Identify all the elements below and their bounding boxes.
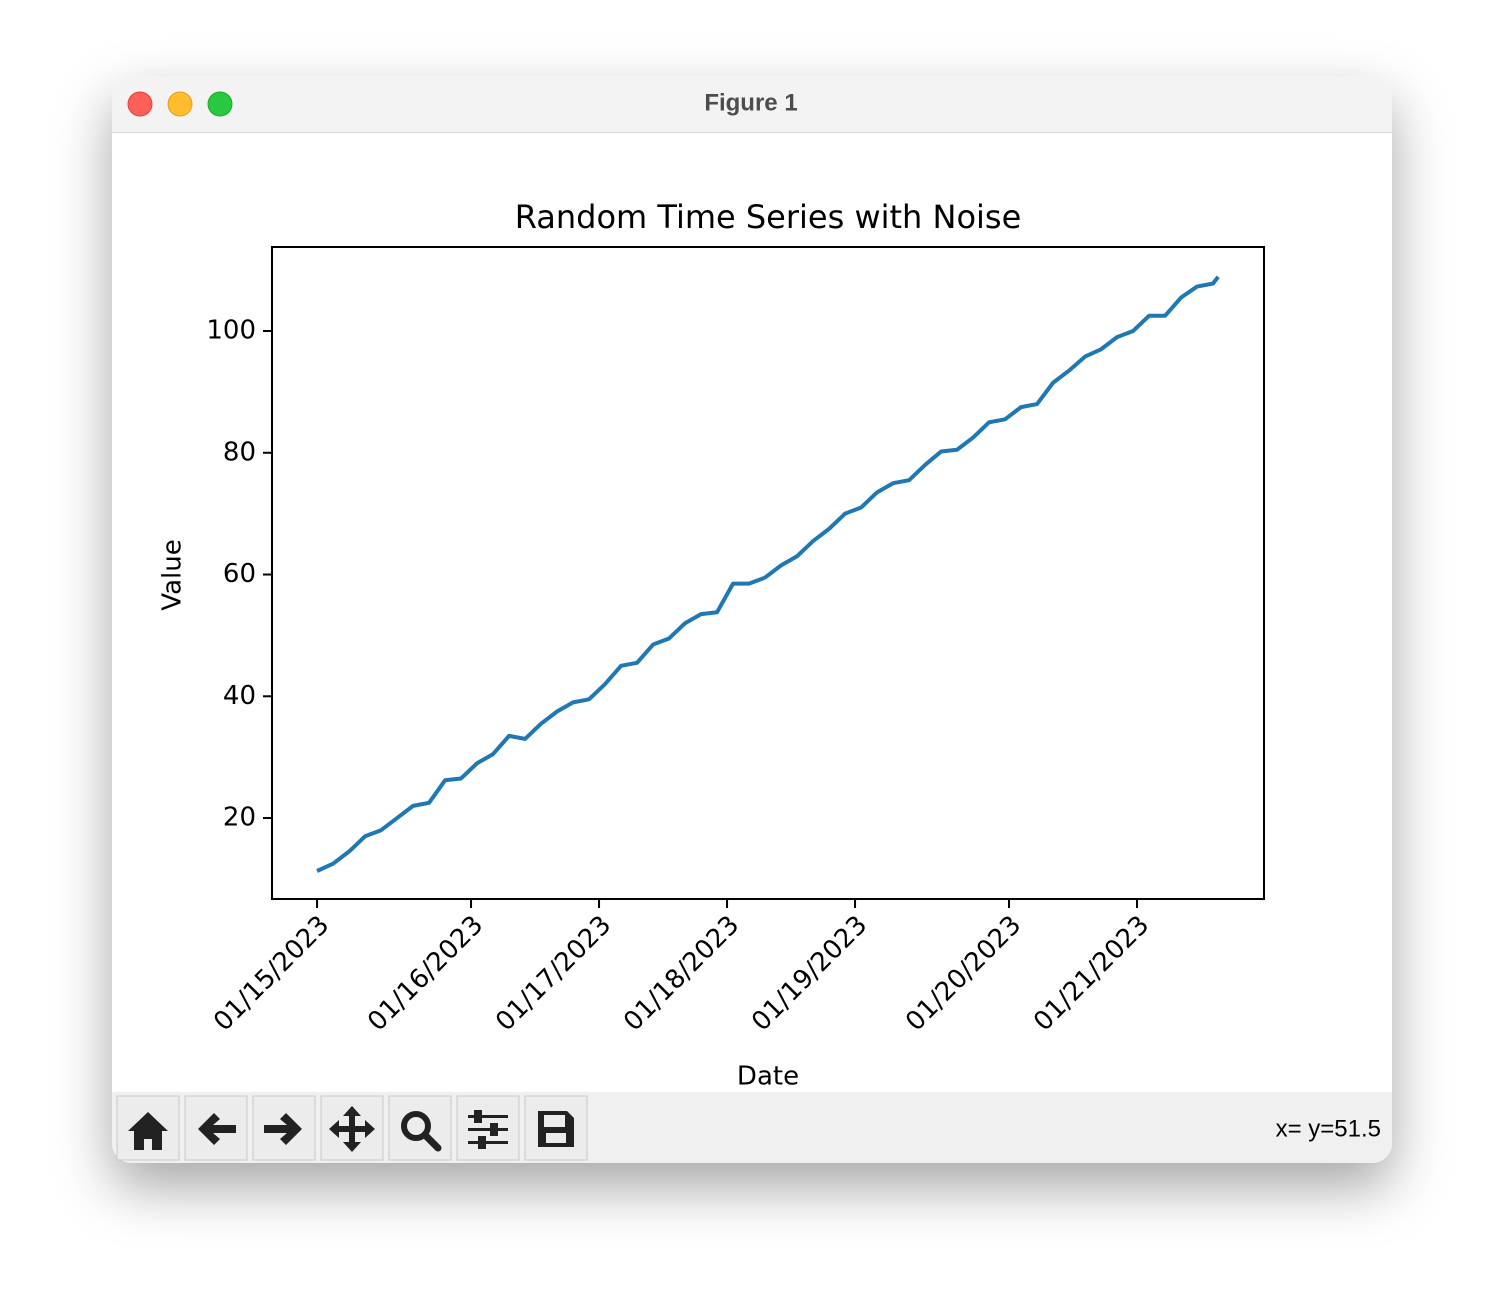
y-tick-label: 100 (206, 316, 256, 346)
y-tick-label: 20 (223, 803, 256, 833)
chart-title: Random Time Series with Noise (515, 198, 1022, 236)
minimize-button[interactable] (167, 91, 193, 117)
zoom-button[interactable] (207, 91, 233, 117)
save-button[interactable] (524, 1095, 588, 1161)
y-axis-label: Value (158, 539, 188, 610)
data-line (316, 275, 1220, 873)
close-button[interactable] (127, 91, 153, 117)
axes-frame (271, 246, 1265, 900)
window (112, 76, 1392, 1163)
y-tick-label: 40 (223, 681, 256, 711)
x-axis-label: Date (737, 1062, 799, 1092)
configure-icon (468, 1110, 508, 1149)
zoom-tool-button[interactable] (388, 1095, 452, 1161)
y-tick-label: 60 (223, 559, 256, 589)
zoom-icon-lens (401, 1111, 431, 1141)
save-icon (538, 1111, 574, 1147)
y-tick-label: 80 (223, 437, 256, 467)
status-text: x= y=51.5 (1276, 1115, 1381, 1142)
toolbar-buttons (116, 1095, 588, 1161)
window-title: Figure 1 (704, 89, 797, 116)
title-bar (112, 76, 1392, 132)
back-icon (198, 1113, 236, 1145)
forward-icon (264, 1113, 302, 1145)
pan-icon (329, 1106, 375, 1152)
zoom-icon-handle (421, 1131, 442, 1152)
home-icon (128, 1112, 168, 1150)
